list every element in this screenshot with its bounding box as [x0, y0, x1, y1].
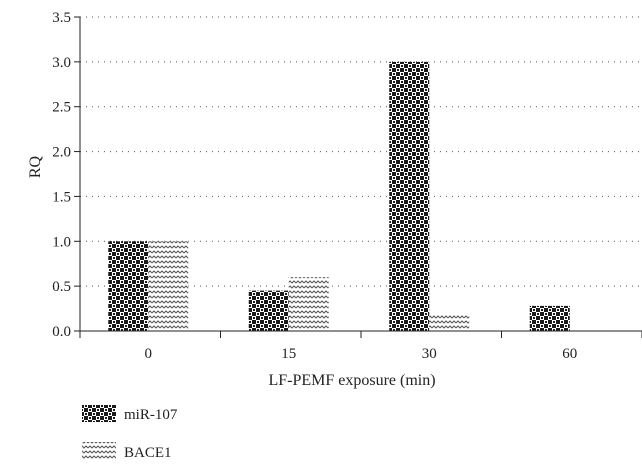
axes [74, 16, 642, 338]
y-tick-label: 1.5 [52, 189, 71, 205]
legend: miR-107 BACE1 [82, 405, 178, 461]
bar-bace1-0 [148, 241, 189, 331]
x-axis-title: LF-PEMF exposure (min) [268, 372, 435, 389]
y-tick-label: 2.5 [52, 100, 71, 116]
bar-bace1-30 [429, 314, 470, 331]
gridlines [80, 16, 642, 287]
tick-labels: 0.0 0.5 1.0 1.5 2.0 2.5 3.0 3.5 0 15 30 60 [52, 10, 577, 362]
y-tick-label: 2.0 [52, 145, 71, 161]
bar-bace1-60 [569, 329, 610, 331]
bar-mir107-30 [389, 61, 430, 331]
y-axis-title: RQ [27, 155, 44, 178]
x-tick-label: 30 [422, 346, 437, 362]
legend-swatch-bace1 [82, 442, 116, 459]
legend-label-bace1: BACE1 [124, 445, 172, 461]
bar-mir107-60 [529, 305, 570, 331]
bars [108, 61, 610, 331]
y-tick-label: 3.5 [52, 10, 71, 26]
x-tick-label: 60 [562, 346, 577, 362]
x-tick-label: 15 [281, 346, 296, 362]
bar-mir107-15 [248, 290, 289, 331]
legend-label-mir107: miR-107 [124, 407, 178, 423]
bar-bace1-15 [288, 277, 329, 331]
y-tick-label: 0.5 [52, 279, 71, 295]
bar-mir107-0 [108, 241, 149, 331]
y-tick-label: 0.0 [52, 324, 71, 340]
y-tick-label: 1.0 [52, 234, 71, 250]
legend-swatch-mir107 [82, 405, 116, 422]
x-tick-label: 0 [145, 346, 153, 362]
y-tick-label: 3.0 [52, 55, 71, 71]
